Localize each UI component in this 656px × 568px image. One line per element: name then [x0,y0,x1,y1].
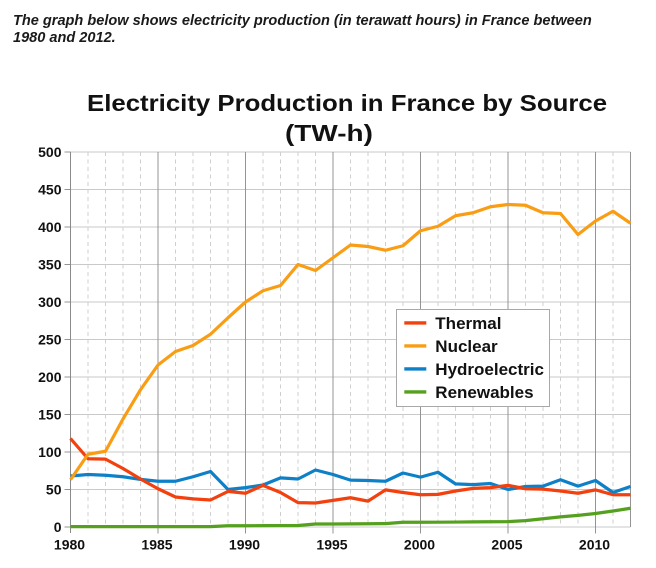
svg-text:150: 150 [38,407,62,423]
svg-text:200: 200 [38,369,62,385]
svg-text:1980: 1980 [54,537,85,553]
svg-text:450: 450 [38,182,62,198]
svg-text:500: 500 [38,144,62,160]
svg-text:Renewables: Renewables [435,383,533,402]
svg-text:2010: 2010 [579,537,610,553]
svg-text:250: 250 [38,332,62,348]
svg-text:Thermal: Thermal [435,314,501,333]
svg-text:Nuclear: Nuclear [435,337,498,356]
svg-text:300: 300 [38,294,62,310]
svg-text:Hydroelectric: Hydroelectric [435,360,544,379]
svg-text:1990: 1990 [229,537,260,553]
svg-text:0: 0 [54,519,62,535]
svg-text:400: 400 [38,219,62,235]
svg-text:2005: 2005 [491,537,522,553]
svg-text:100: 100 [38,444,62,460]
svg-text:350: 350 [38,257,62,273]
svg-text:50: 50 [46,482,62,498]
svg-text:1995: 1995 [316,537,347,553]
svg-text:2000: 2000 [404,537,435,553]
svg-text:1985: 1985 [141,537,172,553]
